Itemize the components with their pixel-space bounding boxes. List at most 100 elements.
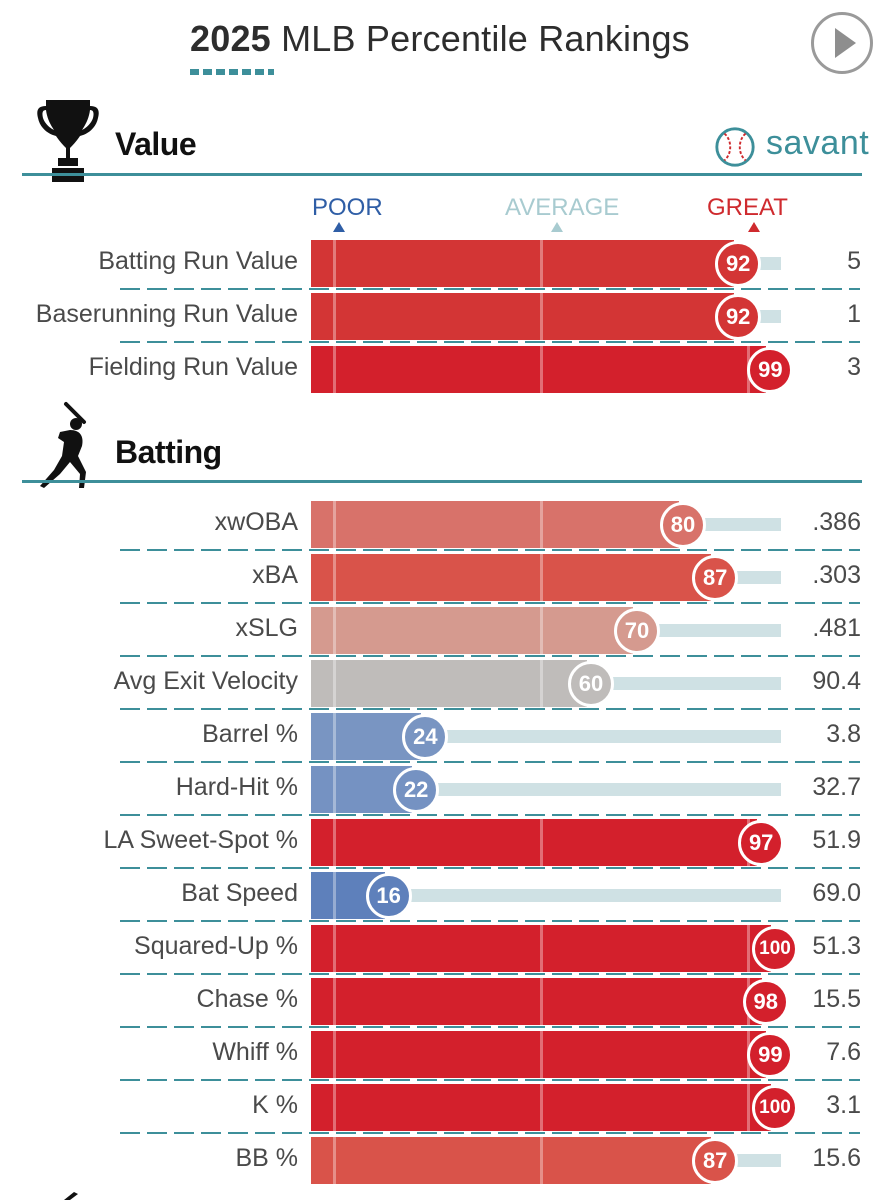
metric-row[interactable]: LA Sweet-Spot % 97 51.9 <box>0 819 888 867</box>
reference-line <box>333 925 336 972</box>
metric-value: 15.6 <box>812 1144 861 1172</box>
reference-line <box>540 660 543 707</box>
metric-row[interactable]: xBA 87 .303 <box>0 554 888 602</box>
metric-row[interactable]: K % 100 3.1 <box>0 1084 888 1132</box>
metric-row[interactable]: Chase % 98 15.5 <box>0 978 888 1026</box>
metric-label: Bat Speed <box>181 879 298 907</box>
metric-row[interactable]: BB % 87 15.6 <box>0 1137 888 1185</box>
percentile-bar <box>311 346 767 393</box>
percentile-bar <box>311 1084 771 1131</box>
reference-line <box>333 1031 336 1078</box>
scale-great-label: GREAT <box>707 194 788 221</box>
row-divider <box>120 708 860 710</box>
reference-line <box>333 240 336 287</box>
reference-line <box>333 1137 336 1184</box>
percentile-track <box>637 624 781 637</box>
play-button[interactable] <box>811 12 873 74</box>
metric-label: BB % <box>235 1144 298 1172</box>
percentile-bar <box>311 293 735 340</box>
play-icon <box>835 28 856 58</box>
reference-line <box>540 1084 543 1131</box>
reference-line <box>333 501 336 548</box>
percentile-badge: 100 <box>752 926 798 972</box>
baseball-icon <box>715 127 755 167</box>
metric-label: Baserunning Run Value <box>35 300 298 328</box>
percentile-badge: 87 <box>692 1138 739 1184</box>
percentile-badge: 60 <box>568 661 614 707</box>
percentile-bar <box>311 554 712 601</box>
metric-row[interactable]: Fielding Run Value 99 3 <box>0 346 888 394</box>
reference-line <box>540 607 543 654</box>
metric-row[interactable]: Baserunning Run Value 92 1 <box>0 293 888 341</box>
title-underline <box>190 69 274 75</box>
row-divider <box>120 920 860 922</box>
metric-row[interactable]: xSLG 70 .481 <box>0 607 888 655</box>
percentile-track <box>425 730 781 743</box>
reference-line <box>540 925 543 972</box>
metric-value: 32.7 <box>812 773 861 801</box>
section-header-value: Value <box>0 90 888 190</box>
page-title-text: MLB Percentile Rankings <box>270 18 690 59</box>
row-divider <box>120 973 860 975</box>
metric-value: 69.0 <box>812 879 861 907</box>
percentile-bar <box>311 660 587 707</box>
metric-value: 7.6 <box>826 1038 861 1066</box>
row-divider <box>120 1026 860 1028</box>
metric-value: 51.3 <box>812 932 861 960</box>
page-header: 2025 MLB Percentile Rankings <box>0 0 888 90</box>
row-divider <box>120 549 860 551</box>
metric-row[interactable]: xwOBA 80 .386 <box>0 501 888 549</box>
metric-value: .386 <box>812 508 861 536</box>
section-rule-value <box>22 173 862 176</box>
percentile-badge: 16 <box>365 873 412 919</box>
metric-value: 3.1 <box>826 1091 861 1119</box>
percentile-badge: 24 <box>402 714 449 760</box>
section-header-batting: Batting <box>0 398 888 498</box>
scale-poor-marker-icon <box>333 222 345 232</box>
batter-icon <box>40 402 86 488</box>
row-divider <box>120 814 860 816</box>
reference-line <box>333 1084 336 1131</box>
metric-row[interactable]: Squared-Up % 100 51.3 <box>0 925 888 973</box>
metric-value: 51.9 <box>812 826 861 854</box>
percentile-badge: 99 <box>747 1032 794 1078</box>
row-divider <box>120 341 860 343</box>
reference-line <box>333 293 336 340</box>
percentile-bar <box>311 501 679 548</box>
reference-line <box>333 607 336 654</box>
reference-line <box>333 346 336 393</box>
metric-label: Chase % <box>196 985 298 1013</box>
metric-row[interactable]: Hard-Hit % 22 32.7 <box>0 766 888 814</box>
metric-row[interactable]: Batting Run Value 92 5 <box>0 240 888 288</box>
percentile-track <box>388 889 781 902</box>
metric-row[interactable]: Whiff % 99 7.6 <box>0 1031 888 1079</box>
metric-value: 5 <box>847 247 861 275</box>
reference-line <box>540 819 543 866</box>
metric-label: Hard-Hit % <box>175 773 298 801</box>
metric-row[interactable]: Bat Speed 16 69.0 <box>0 872 888 920</box>
percentile-badge: 22 <box>393 767 440 813</box>
scale-average-marker-icon <box>551 222 563 232</box>
savant-brand[interactable]: savant <box>766 124 870 162</box>
reference-line <box>747 925 750 972</box>
reference-line <box>540 240 543 287</box>
metric-value: .481 <box>812 614 861 642</box>
reference-line <box>540 293 543 340</box>
metric-row[interactable]: Barrel % 24 3.8 <box>0 713 888 761</box>
percentile-bar <box>311 1031 767 1078</box>
scale-average-label: AVERAGE <box>505 194 620 221</box>
percentile-bar <box>311 819 758 866</box>
scale-great-marker-icon <box>748 222 760 232</box>
reference-line <box>540 1031 543 1078</box>
metric-row[interactable]: Avg Exit Velocity 60 90.4 <box>0 660 888 708</box>
scale-poor-label: POOR <box>312 194 383 221</box>
reference-line <box>540 346 543 393</box>
percentile-bar <box>311 240 735 287</box>
row-divider <box>120 602 860 604</box>
reference-line <box>747 1084 750 1131</box>
percentile-track <box>683 518 781 531</box>
section-rule-batting <box>22 480 862 483</box>
row-divider <box>120 655 860 657</box>
page-title: 2025 MLB Percentile Rankings <box>190 18 690 60</box>
metric-label: xwOBA <box>214 508 298 536</box>
